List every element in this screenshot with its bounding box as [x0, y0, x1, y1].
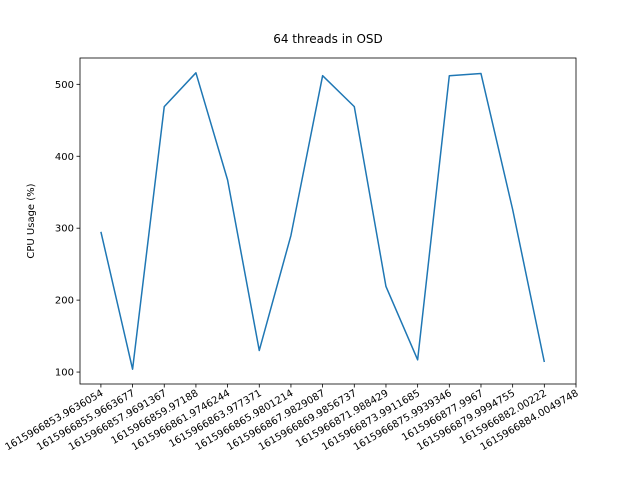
y-tick-label: 300	[55, 224, 74, 235]
y-tick-label: 500	[55, 80, 74, 91]
y-axis-label: CPU Usage (%)	[26, 183, 37, 258]
y-tick-label: 100	[55, 368, 74, 379]
y-tick-label: 400	[55, 152, 74, 163]
chart-title: 64 threads in OSD	[273, 32, 383, 46]
y-tick-label: 200	[55, 296, 74, 307]
line-series	[100, 72, 546, 370]
axes-frame	[79, 57, 577, 385]
